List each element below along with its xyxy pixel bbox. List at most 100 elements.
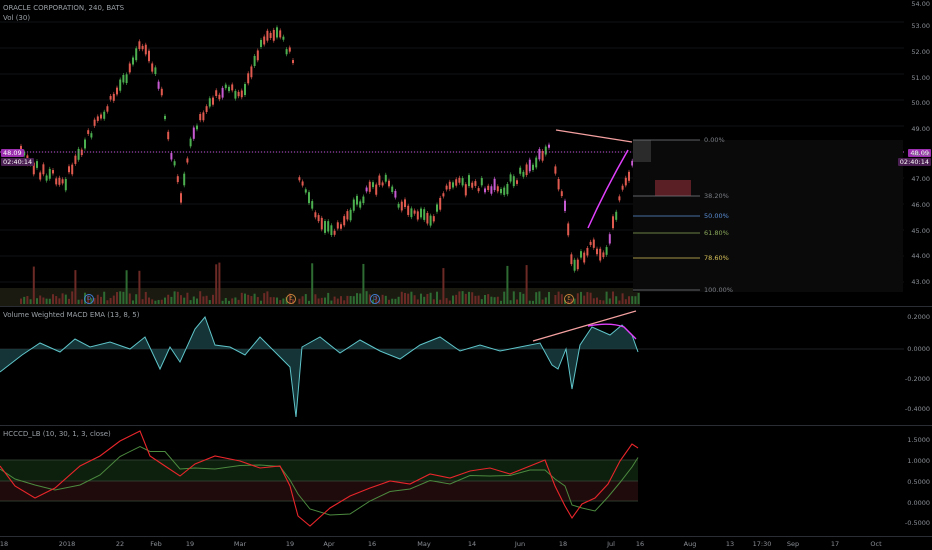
candle-body bbox=[362, 196, 365, 204]
time-axis-label: 22 bbox=[115, 540, 125, 548]
volume-bar bbox=[253, 293, 256, 304]
signal-line bbox=[0, 445, 639, 516]
volume-bar bbox=[80, 299, 83, 304]
volume-bar bbox=[554, 295, 557, 304]
time-axis-label: 13 bbox=[725, 540, 735, 548]
candle-body bbox=[596, 248, 598, 255]
volume-bar bbox=[183, 297, 186, 304]
volume-bar bbox=[221, 300, 224, 304]
volume-bar bbox=[330, 300, 333, 304]
candle-body bbox=[48, 168, 51, 179]
macd-fill bbox=[0, 317, 638, 417]
hcccd-pane[interactable]: HCCCD_LB (10, 30, 1, 3, close) bbox=[0, 426, 904, 536]
lower-zone bbox=[0, 481, 638, 501]
volume-bar bbox=[509, 300, 512, 304]
candle-body bbox=[388, 180, 390, 187]
candle-body bbox=[84, 139, 86, 149]
candle-body bbox=[189, 138, 192, 147]
volume-bar bbox=[218, 262, 221, 304]
macd-trend-line bbox=[532, 310, 637, 342]
volume-bar bbox=[106, 300, 109, 304]
event-marker[interactable]: E bbox=[564, 294, 574, 304]
candle-body bbox=[631, 160, 634, 166]
candle-body bbox=[608, 234, 611, 244]
price-axis[interactable]: 48.09 02:40:14 54.00 53.00 52.00 51.00 50.00… bbox=[897, 0, 932, 306]
hcccd-axis[interactable]: 1.5000 1.0000 0.5000 0.0000 -0.5000 bbox=[904, 426, 932, 536]
volume-bar bbox=[471, 292, 474, 304]
volume-bar bbox=[493, 297, 496, 304]
volume-bar bbox=[602, 300, 605, 304]
right-price-tag: 48.09 bbox=[908, 149, 931, 157]
candle-body bbox=[237, 91, 240, 97]
volume-bar bbox=[528, 300, 531, 304]
volume-bar bbox=[637, 293, 640, 304]
candle-body bbox=[436, 204, 438, 212]
event-marker[interactable]: E bbox=[286, 294, 296, 304]
candle-body bbox=[589, 241, 592, 245]
volume-bar bbox=[448, 300, 451, 304]
volume-legend: Vol (30) bbox=[3, 14, 31, 22]
candle-body bbox=[32, 162, 35, 175]
volume-bar bbox=[589, 292, 592, 304]
volume-bar bbox=[468, 291, 470, 304]
candle-body bbox=[192, 127, 195, 139]
volume-bar bbox=[346, 295, 349, 304]
volume-bar bbox=[615, 296, 618, 304]
candle-body bbox=[288, 47, 291, 52]
candle-body bbox=[346, 211, 349, 220]
volume-bar bbox=[388, 299, 390, 304]
volume-bar bbox=[263, 293, 266, 304]
candle-body bbox=[266, 30, 269, 41]
candle-body bbox=[183, 173, 186, 186]
hcccd-chart[interactable] bbox=[0, 426, 904, 536]
volume-bar bbox=[170, 296, 173, 304]
volume-bar bbox=[276, 297, 278, 304]
time-axis[interactable]: 18 2018 22 Feb 19 Mar 19 Apr 16 May 14 Jun 18 Jul 16 Au… bbox=[0, 536, 904, 550]
candle-body bbox=[528, 159, 531, 172]
volume-bar bbox=[439, 299, 442, 304]
price-chart[interactable] bbox=[0, 0, 904, 306]
candle-body bbox=[324, 221, 326, 233]
pane-divider[interactable] bbox=[0, 425, 932, 426]
candle-body bbox=[592, 239, 595, 248]
volume-bar bbox=[519, 292, 522, 304]
volume-bar bbox=[135, 294, 138, 304]
candle-body bbox=[199, 114, 202, 121]
axis-tick: 0.0000 bbox=[907, 499, 930, 507]
volume-bar bbox=[532, 300, 534, 304]
candle-body bbox=[336, 222, 339, 229]
volume-bar bbox=[349, 295, 352, 304]
event-marker[interactable]: D bbox=[370, 294, 380, 304]
time-axis-label: May bbox=[417, 540, 431, 548]
volume-bar bbox=[154, 300, 157, 304]
volume-bar bbox=[452, 295, 454, 304]
candle-body bbox=[167, 131, 170, 140]
price-pane[interactable]: ORACLE CORPORATION, 240, BATS Vol (30) 4… bbox=[0, 0, 904, 306]
volume-bar bbox=[599, 299, 602, 304]
fib-level-label: 50.00% bbox=[704, 212, 729, 220]
time-axis-label: 2018 bbox=[58, 540, 76, 548]
macd-axis[interactable]: 0.2000 0.0000 -0.2000 -0.4000 bbox=[904, 307, 932, 425]
volume-bar bbox=[538, 291, 541, 304]
candle-body bbox=[320, 217, 323, 230]
candle-body bbox=[269, 32, 272, 38]
time-axis-divider bbox=[0, 536, 932, 537]
candle-body bbox=[548, 144, 550, 148]
volume-bar bbox=[592, 298, 595, 304]
macd-chart[interactable] bbox=[0, 307, 904, 425]
hcccd-title: HCCCD_LB (10, 30, 1, 3, close) bbox=[3, 430, 111, 438]
candle-body bbox=[128, 63, 131, 73]
candle-body bbox=[87, 130, 90, 134]
candle-body bbox=[452, 182, 454, 188]
volume-bar bbox=[500, 300, 502, 304]
volume-bar bbox=[45, 298, 48, 304]
volume-bar bbox=[125, 270, 128, 304]
volume-bar bbox=[148, 297, 150, 304]
candle-body bbox=[212, 97, 214, 105]
volume-bar bbox=[132, 300, 134, 304]
candle-body bbox=[343, 216, 346, 226]
macd-pane[interactable]: Volume Weighted MACD EMA (13, 8, 5) bbox=[0, 307, 904, 425]
candle-body bbox=[368, 181, 371, 192]
event-marker[interactable]: D bbox=[84, 294, 94, 304]
pane-divider[interactable] bbox=[0, 306, 932, 307]
